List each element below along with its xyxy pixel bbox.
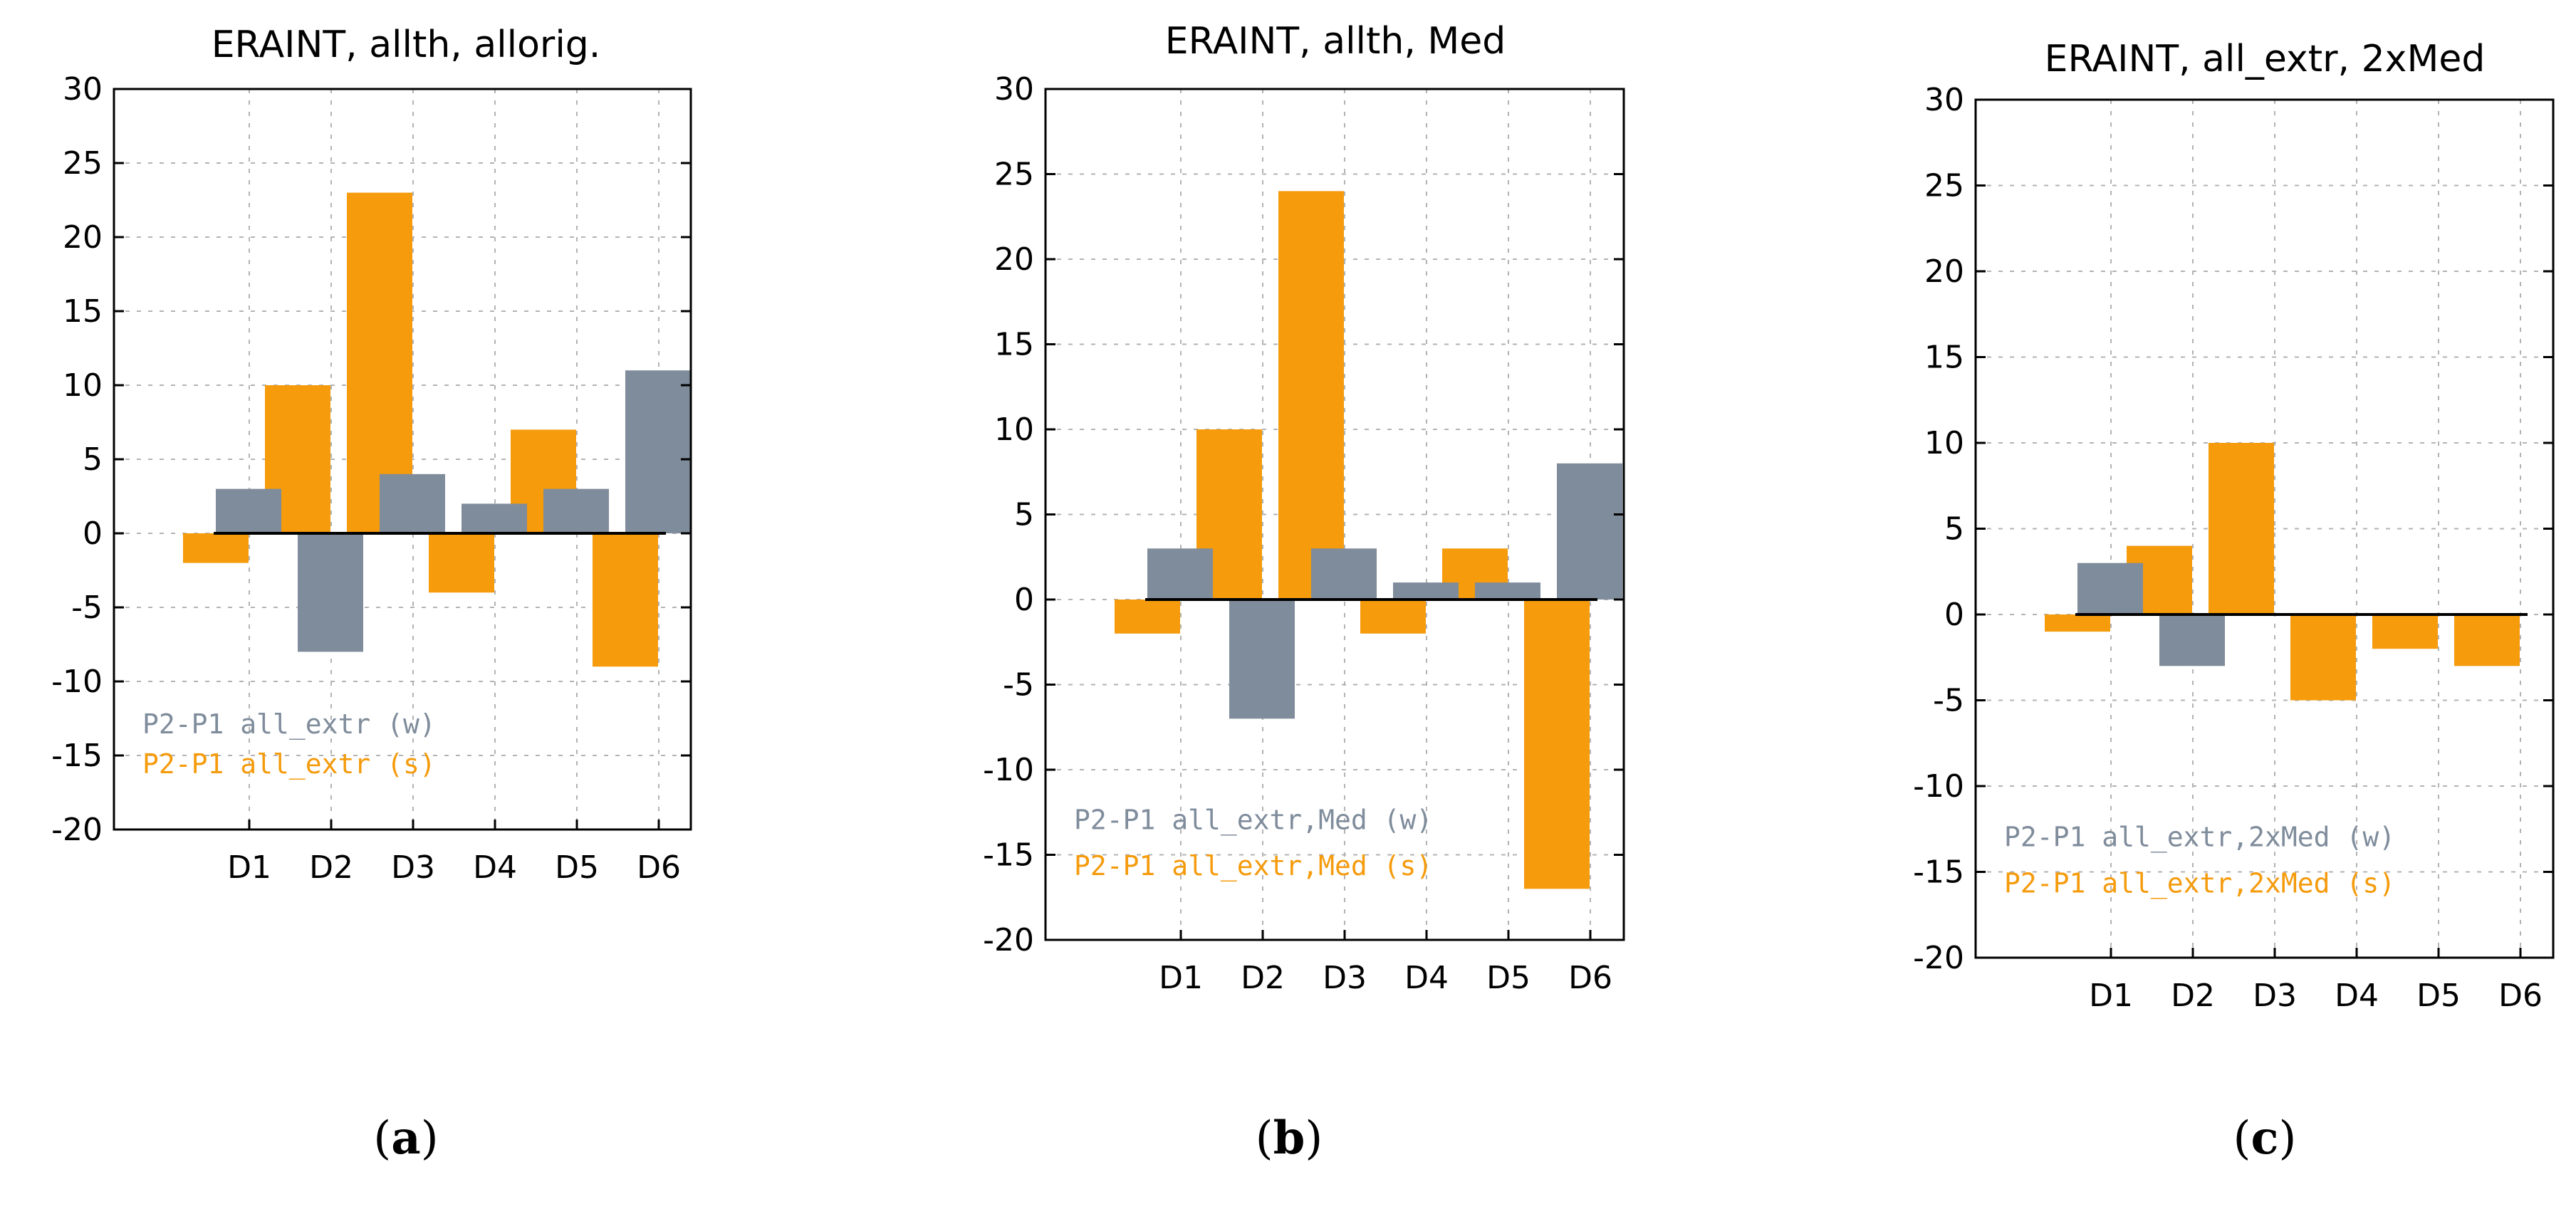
bar-summer-D3 (2209, 443, 2274, 614)
x-tick-label-D4: D4 (473, 849, 517, 886)
y-tick-label: 10 (1924, 425, 1964, 461)
y-tick-label: 25 (1924, 168, 1964, 204)
bar-summer-D4 (2290, 614, 2356, 701)
bar-winter-D2 (1229, 600, 1295, 719)
y-tick-label: 15 (994, 327, 1034, 363)
panel-letter: a (391, 1111, 420, 1165)
x-tick-label-D3: D3 (1323, 960, 1367, 996)
y-tick-label: 20 (1924, 253, 1964, 290)
x-tick-label-D1: D1 (1159, 960, 1203, 996)
y-tick-label: 0 (1014, 582, 1034, 618)
bar-summer-D1 (2045, 614, 2110, 632)
y-tick-label: -20 (983, 922, 1034, 958)
y-tick-label: 10 (63, 367, 103, 404)
legend-winter: P2-P1 all_extr,2xMed (w) (2004, 821, 2395, 853)
bar-summer-D6 (1524, 600, 1590, 889)
x-tick-label-D6: D6 (2498, 978, 2543, 1014)
bar-winter-D6 (625, 370, 691, 533)
y-tick-label: -15 (983, 837, 1034, 874)
x-tick-label-D5: D5 (1486, 960, 1531, 996)
bar-winter-D5 (1475, 582, 1540, 600)
x-tick-label-D5: D5 (2416, 978, 2461, 1014)
x-tick-label-D6: D6 (637, 849, 681, 886)
bar-winter-D1 (216, 488, 281, 533)
legend-winter: P2-P1 all_extr (w) (142, 708, 436, 741)
x-tick-label-D6: D6 (1568, 960, 1612, 996)
chart-b: ERAINT, allth, Med 30 25 20 15 10 5 0 -5 -10 -15 -2… (983, 20, 1625, 1165)
x-tick-label-D2: D2 (2171, 978, 2215, 1014)
y-tick-label: 25 (63, 145, 103, 182)
chart-a: ERAINT, allth, allorig. 30 25 20 15 10 5 0 -5 -10… (51, 23, 692, 1165)
panel-letter: b (1273, 1111, 1305, 1165)
bar-summer-D4 (429, 533, 494, 593)
x-tick-label-D2: D2 (309, 849, 353, 886)
y-tick-label: 0 (1944, 597, 1964, 633)
x-tick-label-D4: D4 (2335, 978, 2379, 1014)
y-tick-label: 15 (63, 293, 103, 330)
y-tick-label: -10 (983, 752, 1034, 788)
y-tick-label: 30 (994, 71, 1034, 108)
y-tick-label: 5 (1944, 511, 1964, 548)
bar-winter-D6 (1557, 463, 1622, 600)
bar-winter-D2 (298, 533, 363, 652)
x-tick-label-D1: D1 (2089, 978, 2133, 1014)
bar-summer-D3 (1278, 191, 1344, 600)
bar-summer-D4 (1360, 600, 1426, 634)
y-tick-label: 15 (1924, 340, 1964, 376)
x-tick-label-D1: D1 (227, 849, 271, 886)
y-tick-label: -15 (1913, 854, 1964, 891)
y-tick-label: -5 (71, 590, 103, 626)
y-tick-label: -20 (1913, 940, 1964, 976)
bar-winter-D4 (462, 503, 527, 533)
bar-summer-D5 (2372, 614, 2438, 649)
bar-summer-D6 (2454, 614, 2520, 666)
y-tick-label: -5 (1933, 683, 1964, 719)
y-tick-label: -20 (51, 812, 103, 848)
legend-summer: P2-P1 all_extr (s) (142, 748, 436, 780)
panel-caption: (b) (1256, 1111, 1323, 1165)
y-tick-label: 20 (994, 241, 1034, 278)
panel-caption: (c) (2233, 1111, 2297, 1165)
legend-winter: P2-P1 all_extr,Med (w) (1074, 805, 1432, 837)
y-tick-label: 30 (1924, 82, 1964, 118)
chart-title: ERAINT, all_extr, 2xMed (2045, 38, 2486, 80)
y-tick-label: -15 (51, 738, 103, 774)
bar-winter-D4 (1393, 582, 1459, 600)
y-tick-label: -5 (1003, 667, 1034, 703)
bar-winter-D5 (543, 488, 609, 533)
bar-summer-D1 (183, 533, 249, 563)
x-tick-label-D3: D3 (391, 849, 435, 886)
legend-summer: P2-P1 all_extr,Med (s) (1074, 850, 1432, 882)
x-tick-label-D2: D2 (1241, 960, 1285, 996)
x-tick-label-D4: D4 (1404, 960, 1449, 996)
panel-letter: c (2251, 1111, 2279, 1165)
y-tick-label: 30 (63, 71, 103, 108)
x-tick-label-D5: D5 (555, 849, 599, 886)
panel-caption: (a) (373, 1111, 438, 1165)
chart-title: ERAINT, allth, allorig. (212, 23, 601, 66)
y-tick-label: 5 (83, 441, 103, 478)
y-tick-label: 10 (994, 412, 1034, 448)
y-tick-label: 5 (1014, 497, 1034, 533)
bar-winter-D1 (1147, 548, 1213, 600)
bar-winter-D2 (2159, 614, 2225, 666)
y-tick-label: 20 (63, 219, 103, 256)
bar-winter-D3 (380, 474, 445, 533)
bar-winter-D1 (2077, 563, 2143, 614)
y-tick-label: 0 (83, 516, 103, 552)
bar-winter-D3 (1311, 548, 1377, 600)
y-tick-label: 25 (994, 157, 1034, 193)
y-tick-label: -10 (1913, 768, 1964, 805)
y-tick-label: -10 (51, 664, 103, 700)
bar-summer-D6 (593, 533, 658, 667)
chart-title: ERAINT, allth, Med (1165, 20, 1506, 63)
legend-summer: P2-P1 all_extr,2xMed (s) (2004, 867, 2395, 899)
x-tick-label-D3: D3 (2253, 978, 2297, 1014)
chart-c: ERAINT, all_extr, 2xMed 30 25 20 15 10 5 0 -5 -10… (1913, 38, 2555, 1165)
bar-summer-D1 (1115, 600, 1180, 634)
